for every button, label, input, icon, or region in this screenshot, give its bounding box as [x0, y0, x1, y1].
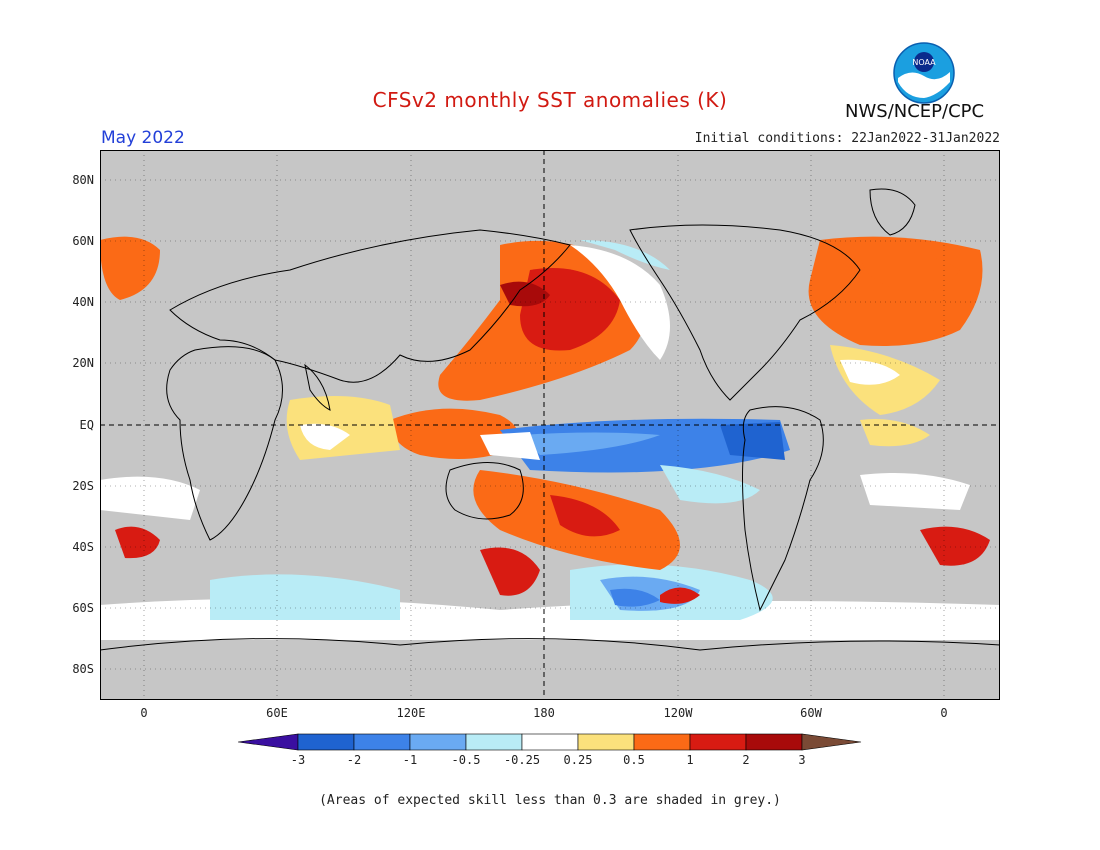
lon-label-120e: 120E	[396, 706, 426, 720]
colorbar-swatch-5	[521, 733, 579, 751]
lon-label-60w: 60W	[800, 706, 822, 720]
colorbar-label-3: 3	[798, 753, 806, 767]
colorbar-swatch-4	[465, 733, 523, 751]
colorbar-swatch-3	[409, 733, 467, 751]
colorbar-max-triangle	[801, 733, 862, 751]
lon-label-180: 180	[533, 706, 555, 720]
lat-label-80n: 80N	[72, 173, 94, 187]
colorbar-min-triangle	[238, 733, 299, 751]
map-title: CFSv2 monthly SST anomalies (K)	[372, 88, 728, 112]
colorbar-label-neg3: -3	[290, 753, 306, 767]
colorbar-swatch-7	[633, 733, 691, 751]
lon-label-0: 0	[140, 706, 148, 720]
colorbar-swatch-2	[353, 733, 411, 751]
lat-label-20n: 20N	[72, 356, 94, 370]
logo-text: NOAA	[912, 58, 936, 67]
lat-label-eq: EQ	[79, 418, 94, 432]
lat-label-20s: 20S	[72, 479, 94, 493]
colorbar-label-neg2: -2	[346, 753, 362, 767]
colorbar-label-05: 0.5	[623, 753, 645, 767]
colorbar-label-neg025: -0.25	[503, 753, 541, 767]
initial-conditions: Initial conditions: 22Jan2022-31Jan2022	[694, 131, 1000, 146]
lat-label-40n: 40N	[72, 295, 94, 309]
lon-label-120w: 120W	[663, 706, 693, 720]
colorbar-swatch-9	[745, 733, 803, 751]
colorbar-label-025: 0.25	[563, 753, 593, 767]
noaa-logo-icon: NOAA	[893, 42, 955, 104]
colorbar	[238, 733, 862, 751]
coastlines	[100, 188, 1000, 651]
lat-label-60n: 60N	[72, 234, 94, 248]
colorbar-swatch-6	[577, 733, 635, 751]
colorbar-swatch-8	[689, 733, 747, 751]
organization-label: NWS/NCEP/CPC	[845, 101, 985, 122]
lat-label-80s: 80S	[72, 662, 94, 676]
lat-label-40s: 40S	[72, 540, 94, 554]
anomaly-shading	[100, 236, 1000, 640]
sst-anomaly-map	[100, 150, 1000, 700]
colorbar-label-neg1: -1	[402, 753, 418, 767]
lon-label-60e: 60E	[266, 706, 288, 720]
colorbar-swatch-1	[297, 733, 355, 751]
skill-footnote: (Areas of expected skill less than 0.3 a…	[319, 793, 781, 808]
target-month: May 2022	[101, 128, 185, 148]
colorbar-label-1: 1	[686, 753, 694, 767]
lon-label-0-east: 0	[940, 706, 948, 720]
equator-dateline	[100, 150, 1000, 700]
colorbar-label-2: 2	[742, 753, 750, 767]
lat-label-60s: 60S	[72, 601, 94, 615]
colorbar-label-neg05: -0.5	[451, 753, 481, 767]
